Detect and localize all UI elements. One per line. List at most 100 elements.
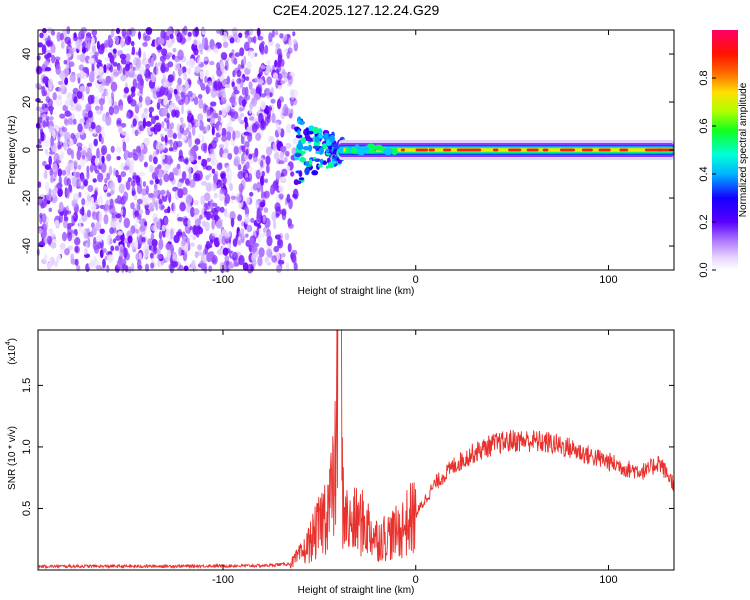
noise-blob	[237, 171, 244, 180]
noise-blob	[80, 229, 86, 235]
noise-blob	[278, 193, 284, 199]
noise-blob	[228, 119, 233, 126]
noise-blob	[137, 102, 143, 109]
noise-blob	[188, 156, 195, 163]
noise-blob	[64, 77, 69, 86]
noise-blob	[163, 163, 168, 174]
noise-blob	[249, 166, 253, 174]
noise-blob	[238, 229, 245, 240]
noise-blob	[184, 225, 189, 231]
spectrogram-panel: -100 0 100 -40 -20 0 20 40 Height of straight …	[7, 25, 675, 297]
noise-blob	[259, 42, 264, 50]
transition-blob	[315, 150, 320, 155]
noise-blob	[154, 115, 160, 121]
noise-blob	[63, 117, 68, 125]
noise-blob	[213, 207, 218, 217]
band-hotspot	[415, 148, 428, 152]
band-hotspot	[443, 148, 452, 152]
x-tick-label: 0	[413, 274, 419, 286]
noise-blob	[206, 117, 211, 123]
noise-blob	[206, 157, 211, 162]
noise-blob	[112, 48, 117, 54]
noise-blob	[125, 265, 129, 273]
noise-blob	[150, 127, 156, 132]
y-tick-label: 0.5	[21, 501, 33, 516]
noise-blob	[42, 120, 47, 128]
noise-blob	[98, 165, 102, 170]
noise-blob	[49, 125, 54, 134]
transition-blob	[298, 170, 303, 178]
transition-blob	[314, 136, 320, 143]
noise-blob	[164, 230, 170, 239]
noise-blob	[125, 180, 131, 191]
noise-blob	[81, 46, 87, 54]
noise-blob	[181, 171, 187, 181]
noise-blob	[57, 188, 63, 197]
noise-blob	[206, 109, 212, 116]
noise-blob	[216, 90, 223, 98]
noise-blob	[136, 198, 143, 205]
noise-blob	[87, 196, 91, 202]
noise-blob	[42, 27, 47, 34]
noise-blob	[50, 135, 54, 147]
noise-blob	[108, 106, 114, 116]
transition-blob	[312, 126, 320, 134]
noise-blob	[203, 142, 208, 154]
noise-blob	[138, 209, 144, 215]
noise-blob	[156, 101, 161, 110]
noise-blob	[181, 103, 184, 115]
noise-blob	[277, 238, 284, 249]
noise-blob	[145, 27, 153, 35]
noise-blob	[41, 44, 47, 55]
noise-blob	[73, 32, 77, 38]
noise-blob	[67, 232, 73, 242]
noise-blob	[115, 213, 121, 219]
noise-blob	[103, 39, 109, 49]
noise-blob	[187, 112, 194, 123]
noise-blob	[222, 41, 229, 48]
noise-blob	[35, 144, 43, 149]
noise-blob	[44, 67, 52, 72]
noise-blob	[211, 232, 218, 237]
noise-blob	[92, 166, 98, 172]
noise-blob	[243, 41, 250, 52]
noise-blob	[291, 95, 295, 100]
noise-blob	[246, 263, 254, 274]
noise-blob	[64, 248, 70, 256]
noise-blob	[202, 36, 205, 47]
noise-blob	[227, 153, 233, 160]
noise-blob	[43, 253, 48, 262]
noise-blob	[60, 71, 66, 82]
transition-blob	[323, 132, 330, 140]
noise-blob	[263, 207, 269, 213]
band-lobe	[362, 145, 369, 153]
noise-blob	[228, 263, 235, 269]
noise-blob	[160, 136, 165, 142]
noise-blob	[114, 35, 119, 42]
noise-blob	[124, 252, 130, 261]
noise-blob	[87, 110, 93, 118]
noise-blob	[264, 178, 268, 184]
noise-blob	[116, 259, 124, 269]
noise-blob	[130, 159, 135, 168]
noise-blob	[285, 150, 290, 157]
noise-blob	[142, 181, 147, 188]
noise-blob	[258, 112, 264, 124]
noise-blob	[272, 220, 277, 230]
noise-blob	[187, 31, 192, 37]
noise-blob	[221, 127, 227, 138]
noise-blob	[96, 147, 100, 159]
y-tick-label: 1.5	[21, 378, 33, 393]
noise-blob	[222, 152, 229, 159]
y-tick-label: -40	[21, 238, 33, 254]
noise-blob	[138, 120, 144, 127]
noise-blob	[224, 255, 230, 262]
band-lobe	[367, 147, 376, 154]
noise-blob	[115, 235, 121, 242]
noise-blob	[190, 206, 195, 218]
noise-blob	[101, 155, 105, 164]
transition-blob	[333, 143, 340, 150]
noise-blob	[224, 84, 231, 88]
noise-blob	[221, 235, 227, 246]
